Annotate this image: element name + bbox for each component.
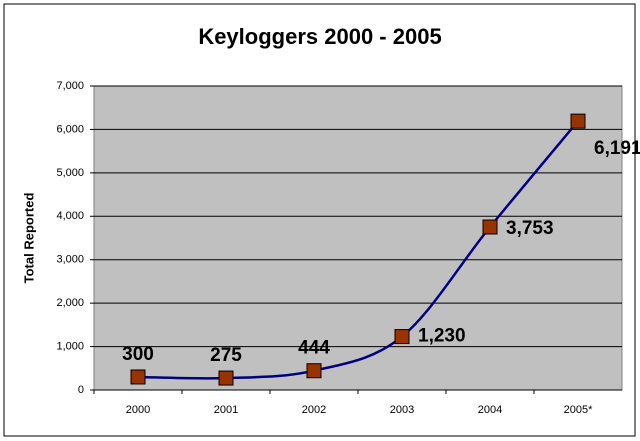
y-tick-label: 6,000 <box>56 123 84 135</box>
value-label: 444 <box>298 338 330 359</box>
value-label: 6,191 <box>594 138 640 159</box>
y-tick-label: 3,000 <box>56 254 84 266</box>
data-marker <box>394 329 410 345</box>
value-label: 275 <box>210 345 242 366</box>
plot-area <box>93 85 623 391</box>
value-label: 3,753 <box>506 218 554 239</box>
x-tick-label: 2002 <box>302 404 326 416</box>
x-tick-label: 2004 <box>478 404 502 416</box>
y-tick-label: 7,000 <box>56 80 84 92</box>
x-tick-label: 2001 <box>214 404 238 416</box>
y-tick-label: 0 <box>78 384 84 396</box>
data-marker <box>482 219 498 235</box>
x-tick-label: 2003 <box>390 404 414 416</box>
value-label: 300 <box>122 344 154 365</box>
data-marker <box>306 363 322 379</box>
x-tick-label: 2000 <box>126 404 150 416</box>
value-label: 1,230 <box>418 326 466 347</box>
y-tick-label: 4,000 <box>56 210 84 222</box>
chart-title: Keyloggers 2000 - 2005 <box>198 24 441 49</box>
y-tick-label: 2,000 <box>56 297 84 309</box>
y-tick-label: 1,000 <box>56 340 84 352</box>
x-tick-label: 2005* <box>564 404 593 416</box>
data-marker <box>570 113 586 129</box>
y-tick-label: 5,000 <box>56 167 84 179</box>
data-marker <box>218 370 234 386</box>
y-axis-label: Total Reported <box>21 193 36 284</box>
data-marker <box>130 369 146 385</box>
